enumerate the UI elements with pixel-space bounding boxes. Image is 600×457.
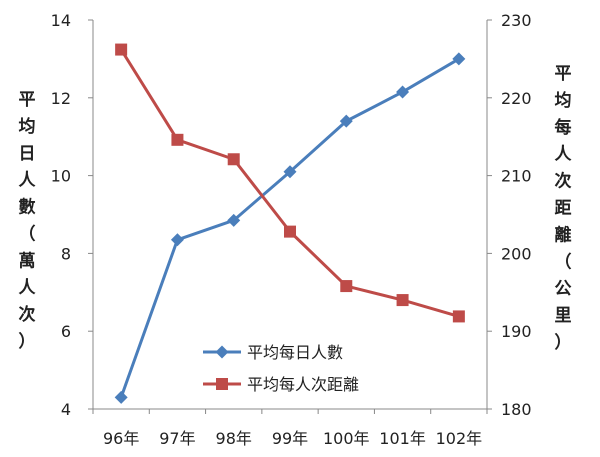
x-tick-label: 96年 — [103, 429, 139, 448]
data-point-square — [340, 280, 353, 293]
right-tick-label: 220 — [501, 89, 532, 108]
data-point-square — [396, 294, 409, 307]
axis-title-char: 每 — [555, 117, 572, 138]
left-axis-ticks: 4 6 8 10 12 14 — [51, 11, 93, 419]
left-tick-label: 14 — [51, 11, 71, 30]
chart-axes — [92, 20, 488, 410]
axis-title-char: 次 — [555, 171, 572, 192]
left-tick-label: 12 — [51, 89, 71, 108]
x-tick-label: 98年 — [216, 429, 252, 448]
axis-title: 平均日人數（萬人次） — [19, 90, 37, 352]
legend-marker-square — [216, 378, 228, 390]
series-layer — [114, 43, 466, 404]
axis-title-char: 日 — [19, 144, 36, 164]
left-tick-label: 6 — [61, 322, 71, 341]
right-tick-label: 200 — [501, 244, 532, 263]
axis-title-char: 均 — [19, 116, 36, 137]
axis-title-char: ） — [555, 332, 572, 353]
axis-title-char: 均 — [555, 90, 572, 111]
axis-title-char: ） — [19, 331, 36, 352]
data-point-diamond — [170, 233, 184, 247]
legend-marker-diamond — [215, 345, 229, 359]
axis-title-char: 里 — [555, 306, 572, 326]
axis-title-char: （ — [19, 223, 36, 244]
data-point-square — [284, 225, 296, 238]
axis-title-char: 次 — [19, 304, 36, 325]
left-tick-label: 4 — [61, 400, 71, 419]
data-point-diamond — [396, 85, 410, 99]
right-axis-title: 平均每人次距離 （ 公里 ） — [555, 64, 573, 353]
left-tick-label: 10 — [51, 167, 71, 186]
axis-title-char: 平 — [555, 64, 572, 84]
right-tick-label: 230 — [501, 11, 532, 30]
axis-title: 平均每人次距離 （ 公里 ） — [555, 64, 573, 353]
left-tick-label: 8 — [61, 244, 71, 263]
axis-title-char: 人 — [555, 145, 573, 165]
x-tick-label: 102年 — [436, 429, 483, 448]
x-tick-label: 97年 — [159, 429, 195, 448]
axis-title-char: 數 — [19, 197, 36, 218]
data-point-diamond — [452, 52, 466, 66]
legend-label-2: 平均每人次距離 — [247, 375, 359, 394]
data-point-diamond — [227, 213, 241, 227]
data-point-square — [115, 43, 128, 56]
x-axis-ticks: 96年 97年 98年 99年 100年 101年 102年 — [92, 409, 488, 448]
data-point-diamond — [339, 114, 353, 128]
data-point-square — [227, 153, 240, 166]
right-tick-label: 190 — [501, 322, 532, 341]
axis-title-char: 公 — [555, 279, 572, 299]
x-tick-label: 99年 — [272, 429, 308, 448]
data-point-square — [452, 310, 465, 323]
axis-title-char: 人 — [19, 171, 37, 191]
data-point-diamond — [114, 390, 128, 404]
axis-title-char: 距 — [555, 199, 572, 219]
x-tick-label: 101年 — [379, 429, 426, 448]
axis-title-char: 萬 — [19, 250, 36, 271]
right-tick-label: 210 — [501, 167, 532, 186]
right-axis-ticks: 180 190 200 210 220 230 — [487, 11, 532, 419]
axis-title-char: （ — [555, 251, 572, 272]
axis-title-char: 平 — [19, 90, 36, 110]
legend-label-1: 平均每日人數 — [247, 343, 343, 362]
axis-title-char: 離 — [555, 224, 572, 245]
left-axis-title: 平均日人數（萬人次） — [19, 90, 37, 352]
data-point-diamond — [283, 165, 297, 179]
x-tick-label: 100年 — [323, 429, 370, 448]
data-point-square — [171, 133, 184, 146]
axis-title-char: 人 — [19, 278, 37, 298]
right-tick-label: 180 — [501, 400, 532, 419]
